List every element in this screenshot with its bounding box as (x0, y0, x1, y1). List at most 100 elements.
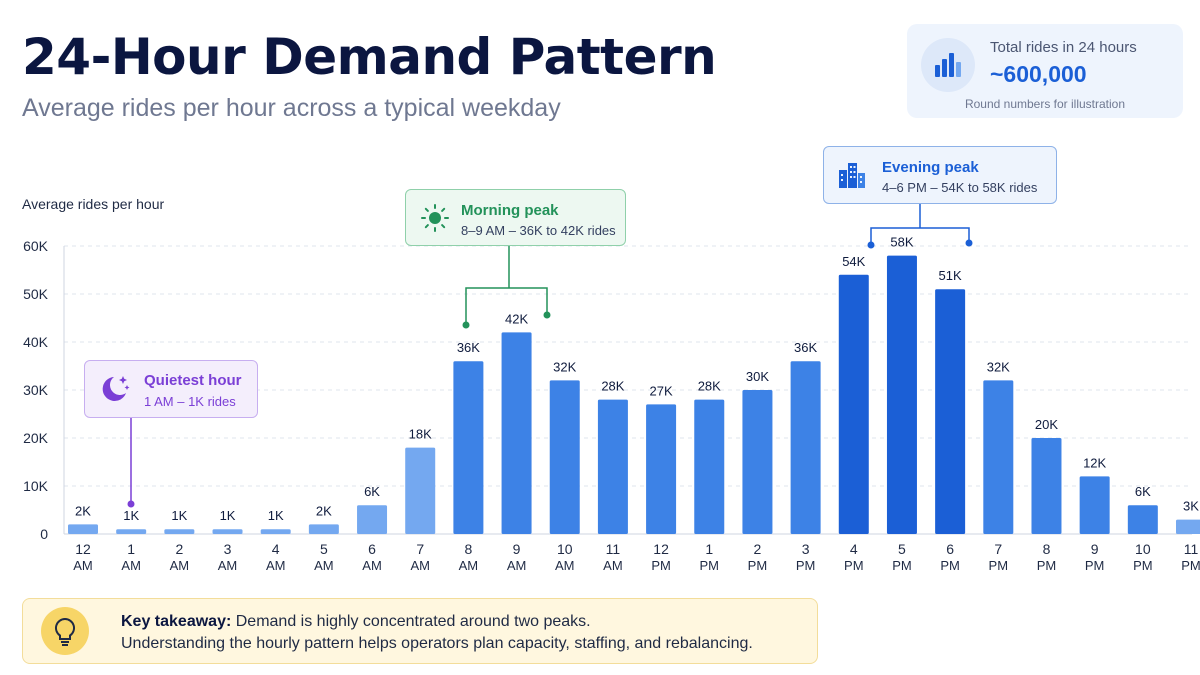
evening-peak-detail: 4–6 PM – 54K to 58K rides (882, 180, 1038, 195)
bar-value-label: 27K (650, 383, 673, 398)
bar (838, 274, 869, 534)
x-tick-label: 5 (320, 541, 328, 557)
morning-peak-title: Morning peak (461, 202, 559, 219)
x-tick-label: AM (410, 558, 430, 573)
y-tick-label: 0 (40, 526, 48, 542)
bar-value-label: 6K (364, 484, 380, 499)
sun-icon (421, 204, 449, 232)
bar-value-label: 30K (746, 369, 769, 384)
bar-value-label: 3K (1183, 499, 1199, 514)
moon-stars-icon (102, 376, 130, 401)
x-tick-label: 12 (75, 541, 91, 557)
x-tick-label: AM (170, 558, 190, 573)
x-tick-label: 7 (994, 541, 1002, 557)
x-tick-label: PM (651, 558, 671, 573)
bar-value-label: 51K (939, 268, 962, 283)
bar (1079, 476, 1110, 534)
x-tick-label: PM (1133, 558, 1153, 573)
bar (357, 505, 388, 534)
x-tick-label: 7 (416, 541, 424, 557)
bar-value-label: 42K (505, 311, 528, 326)
x-tick-label: AM (555, 558, 575, 573)
bar (935, 289, 966, 534)
y-tick-label: 50K (23, 286, 49, 302)
x-tick-label: 4 (850, 541, 858, 557)
bar-value-label: 54K (842, 254, 865, 269)
x-tick-label: PM (892, 558, 912, 573)
bar-value-label: 36K (794, 340, 817, 355)
y-axis-title: Average rides per hour (22, 196, 165, 212)
stat-value: ~600,000 (990, 61, 1087, 87)
morning-peak-callout: Morning peak 8–9 AM – 36K to 42K rides (405, 189, 626, 246)
bar (164, 529, 195, 534)
x-tick-label: 9 (1091, 541, 1099, 557)
x-tick-label: 6 (946, 541, 954, 557)
stat-label: Total rides in 24 hours (990, 39, 1137, 56)
quietest-hour-detail: 1 AM – 1K rides (144, 394, 236, 409)
x-tick-label: AM (73, 558, 93, 573)
bar (1176, 519, 1200, 534)
takeaway-text-2: Understanding the hourly pattern helps o… (121, 635, 753, 652)
x-tick-label: 10 (1135, 541, 1151, 557)
x-tick-label: 6 (368, 541, 376, 557)
bar (308, 524, 339, 534)
x-tick-label: PM (989, 558, 1009, 573)
stat-note: Round numbers for illustration (964, 97, 1126, 111)
bar (116, 529, 147, 534)
bar (886, 255, 917, 534)
bar (1127, 505, 1158, 534)
quietest-hour-title: Quietest hour (144, 372, 242, 389)
bar (453, 361, 484, 534)
x-tick-label: PM (844, 558, 864, 573)
bar-value-label: 20K (1035, 417, 1058, 432)
x-tick-label: AM (121, 558, 141, 573)
bar-value-label: 12K (1083, 455, 1106, 470)
bar-value-label: 32K (987, 359, 1010, 374)
bar (742, 390, 773, 534)
x-tick-label: 12 (653, 541, 669, 557)
bar (501, 332, 532, 534)
x-tick-label: 11 (606, 541, 621, 557)
bar (405, 447, 436, 534)
bar (68, 524, 98, 534)
x-tick-label: 5 (898, 541, 906, 557)
x-tick-label: 2 (175, 541, 183, 557)
bar (597, 399, 628, 534)
takeaway-label: Key takeaway: (121, 613, 232, 630)
x-tick-label: AM (314, 558, 334, 573)
city-icon (839, 163, 865, 188)
bar (694, 399, 725, 534)
total-rides-card: Total rides in 24 hours ~600,000 Round n… (907, 24, 1183, 118)
y-tick-label: 30K (23, 382, 49, 398)
x-tick-label: PM (940, 558, 960, 573)
x-tick-label: 3 (224, 541, 232, 557)
x-tick-label: AM (459, 558, 479, 573)
x-tick-label: 9 (513, 541, 521, 557)
x-tick-label: PM (700, 558, 720, 573)
x-tick-label: 1 (705, 541, 713, 557)
x-tick-label: 10 (557, 541, 573, 557)
x-tick-label: 8 (1043, 541, 1051, 557)
x-tick-label: PM (796, 558, 816, 573)
x-tick-label: AM (218, 558, 238, 573)
bar-value-label: 1K (171, 508, 187, 523)
bar-value-label: 2K (75, 503, 91, 518)
morning-peak-detail: 8–9 AM – 36K to 42K rides (461, 223, 616, 238)
bar-value-label: 1K (123, 508, 139, 523)
x-tick-label: PM (748, 558, 768, 573)
takeaway-text-1: Demand is highly concentrated around two… (235, 613, 591, 630)
x-tick-label: 2 (754, 541, 762, 557)
bar-value-label: 32K (553, 359, 576, 374)
x-tick-label: 3 (802, 541, 810, 557)
x-tick-label: 4 (272, 541, 280, 557)
page-title: 24-Hour Demand Pattern (22, 28, 717, 86)
bar (212, 529, 243, 534)
bar-chart-icon (921, 38, 975, 92)
quietest-hour-callout: Quietest hour 1 AM – 1K rides (84, 360, 258, 418)
bar (549, 380, 580, 534)
bar-value-label: 28K (601, 379, 624, 394)
bar (646, 404, 677, 534)
x-tick-label: PM (1181, 558, 1200, 573)
bar-value-label: 28K (698, 379, 721, 394)
